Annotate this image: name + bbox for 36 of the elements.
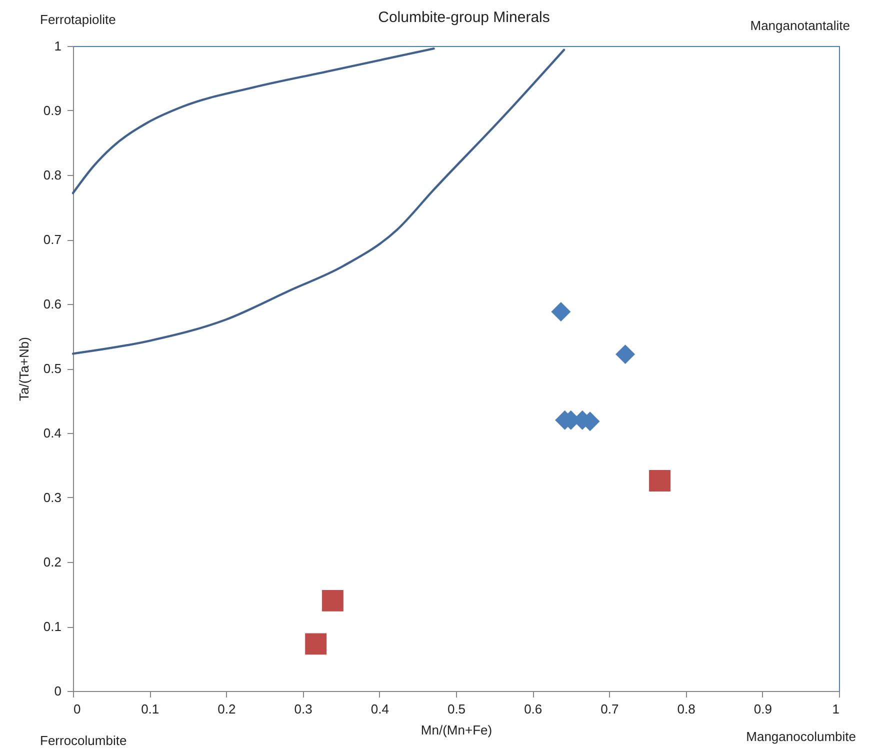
point (649, 470, 670, 492)
point (551, 302, 571, 322)
x-tick-label: 0 (74, 702, 81, 716)
chart-title: Columbite-group Minerals (378, 9, 550, 26)
y-tick-label: 1 (54, 38, 62, 54)
point (322, 590, 344, 612)
y-tick-label: 0.1 (43, 619, 62, 634)
x-tick-label: 0.1 (141, 702, 160, 716)
line-series (72, 48, 566, 355)
x-tick-label: 0.3 (294, 702, 312, 716)
x-axis-title: Mn/(Mn+Fe) (420, 722, 492, 738)
y-tick-label: 0.2 (43, 554, 62, 570)
y-tick-label: 0.6 (43, 296, 62, 312)
x-tick-label: 0.6 (524, 702, 542, 716)
line-series (72, 47, 435, 194)
y-tick-label: 0 (54, 684, 62, 698)
y-axis-title: Ta/(Ta+Nb) (16, 337, 32, 401)
x-tick-label: 0.7 (600, 702, 619, 716)
point (616, 344, 636, 364)
y-tick-label: 0.8 (43, 168, 62, 182)
y-tick-label: 0.7 (43, 232, 62, 247)
point (305, 633, 327, 655)
y-tick-label: 0.4 (43, 426, 62, 440)
x-tick-label: 1 (832, 702, 840, 716)
x-tick-label: 0.8 (677, 702, 696, 716)
text: Ferrotapiolite (40, 12, 116, 27)
x-tick-label: 0.9 (754, 702, 772, 716)
text: Manganocolumbite (746, 729, 856, 744)
x-tick-label: 0.4 (370, 702, 389, 716)
y-tick-label: 0.5 (43, 361, 62, 376)
x-tick-label: 0.2 (218, 702, 236, 716)
text: Manganotantalite (750, 18, 850, 33)
y-tick-label: 0.9 (43, 103, 62, 118)
y-tick-label: 0.3 (43, 490, 62, 505)
x-tick-label: 0.5 (447, 702, 466, 716)
text: Ferrocolumbite (40, 733, 127, 748)
